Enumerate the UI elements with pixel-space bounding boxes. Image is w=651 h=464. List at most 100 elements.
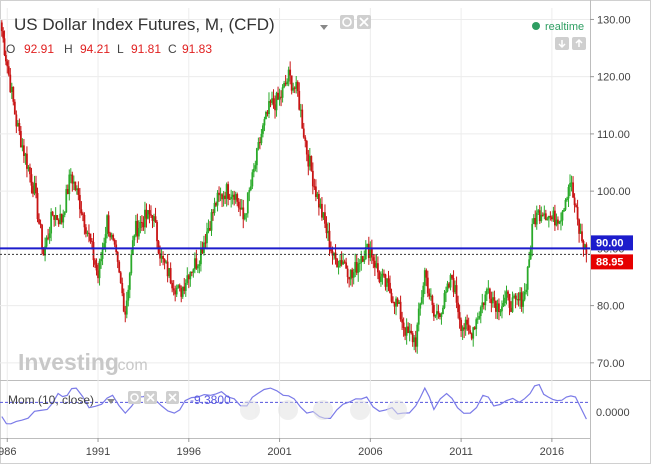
candle-body [142, 222, 145, 228]
candle-body [546, 218, 549, 221]
candle-body [352, 272, 355, 278]
candle-body [118, 261, 121, 273]
candle-body [95, 264, 98, 271]
candle-body [262, 125, 264, 134]
candle-body [112, 234, 115, 240]
candle-body [573, 197, 576, 206]
time-axis[interactable]: 986 1991 1996 2001 2006 2011 2016 [0, 438, 564, 458]
candles[interactable] [0, 20, 588, 354]
candle-body [163, 259, 166, 263]
candle-body [248, 190, 251, 193]
candle-body [166, 261, 169, 277]
candle-body [575, 205, 577, 207]
candle-body [582, 240, 585, 250]
candle-body [168, 268, 171, 277]
candle-body [184, 282, 187, 291]
candle-body [83, 214, 86, 228]
candle-body [529, 248, 532, 260]
candle-body [222, 195, 225, 200]
candle-body [119, 272, 122, 283]
candle-body [74, 181, 77, 191]
zoom-controls[interactable] [240, 400, 407, 420]
candle-body [561, 211, 564, 221]
candle-body [552, 210, 555, 220]
indicator-pane[interactable]: Mom (10, close) -9.3800 0.0000 [0, 383, 630, 425]
gear-icon[interactable] [340, 15, 354, 29]
candle-body [461, 327, 464, 331]
candle-body [35, 183, 37, 194]
candle-body [501, 306, 503, 312]
price-tick-label: 100.00 [597, 186, 631, 198]
low-value: 91.81 [131, 42, 161, 56]
candle-body [127, 289, 130, 301]
candle-body [207, 227, 210, 232]
close-icon[interactable] [357, 15, 371, 29]
candle-body [520, 292, 523, 307]
candle-body [225, 184, 228, 199]
candle-body [567, 187, 570, 199]
candle-body [505, 291, 508, 298]
chevron-down-icon[interactable] [320, 25, 328, 30]
candle-body [516, 299, 518, 301]
close-icon[interactable] [144, 391, 157, 404]
candle-body [425, 270, 428, 278]
candle-body [298, 90, 301, 110]
candle-body [490, 298, 493, 304]
candle-body [231, 194, 234, 197]
watermark-brand: Investing [18, 349, 119, 375]
candle-body [487, 288, 490, 290]
candle-body [579, 231, 582, 234]
candle-body [12, 86, 15, 102]
indicator-label[interactable]: Mom (10, close) [8, 393, 94, 407]
candle-body [336, 258, 338, 268]
candle-body [246, 192, 249, 214]
instrument-title[interactable]: US Dollar Index Futures, M, (CFD) [14, 15, 275, 34]
candle-body [78, 195, 81, 210]
candle-body [141, 221, 143, 223]
candle-body [339, 260, 341, 266]
candle-body [130, 254, 133, 274]
candle-body [242, 207, 245, 220]
candle-body [263, 119, 266, 126]
close-icon[interactable] [166, 391, 179, 404]
gear-icon[interactable] [128, 391, 141, 404]
candle-body [528, 259, 531, 267]
up-down-arrows-icon[interactable] [555, 37, 586, 50]
candle-body [10, 86, 13, 93]
candle-body [380, 276, 382, 282]
candle-body [145, 209, 148, 219]
grid-lines [0, 8, 590, 438]
candle-body [390, 292, 393, 302]
candle-body [48, 233, 51, 239]
candle-body [302, 128, 305, 138]
candle-body [295, 82, 298, 89]
candle-body [322, 212, 325, 218]
candle-body [255, 148, 258, 166]
candle-body [88, 232, 90, 234]
candle-body [387, 278, 390, 283]
candle-body [576, 206, 579, 220]
candle-body [193, 258, 196, 270]
candle-body [243, 214, 246, 220]
candle-body [525, 289, 528, 293]
candle-body [310, 156, 313, 171]
scroll-right-icon [387, 400, 407, 420]
candle-body [584, 244, 586, 250]
candle-body [274, 104, 276, 111]
candle-body [162, 256, 164, 260]
watermark-suffix: .com [113, 357, 148, 374]
candle-body [215, 202, 217, 206]
chevron-down-icon[interactable] [107, 399, 115, 404]
candle-body [192, 269, 195, 273]
candle-body [366, 243, 369, 248]
candle-body [38, 219, 40, 224]
candle-body [367, 243, 370, 258]
candle-body [460, 319, 463, 331]
candle-body [377, 263, 379, 273]
candle-body [540, 214, 543, 222]
momentum-line[interactable] [1, 383, 587, 425]
candle-body [502, 303, 505, 307]
zoom-in-icon [350, 400, 370, 420]
candle-body [89, 233, 92, 241]
